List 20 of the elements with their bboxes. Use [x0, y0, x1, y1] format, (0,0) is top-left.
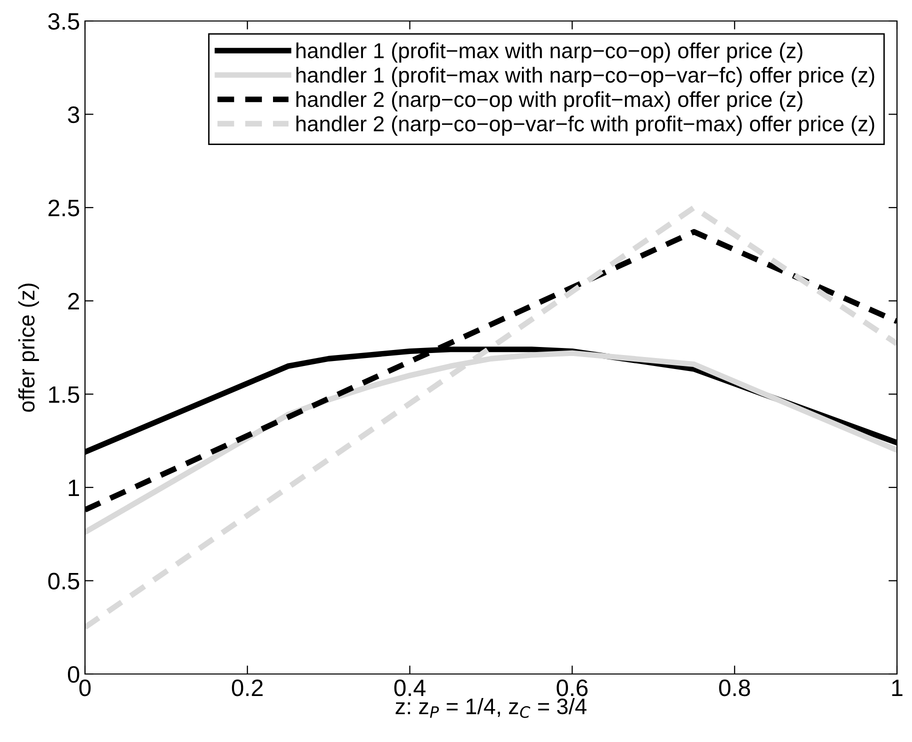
- x-tick-label: 0.2: [232, 679, 263, 696]
- legend-label: handler 2 (narp−co−op with profit−max) offer price (z): [296, 91, 802, 112]
- x-tick-label: 0.4: [394, 679, 426, 696]
- y-tick-label: 2: [68, 292, 79, 310]
- legend-label: handler 2 (narp−co−op−var−fc with profit−max) offer price (z): [296, 116, 874, 136]
- y-tick-label: 2.5: [48, 200, 80, 216]
- x-axis-title: z: z$_{P}$ = 1/4, z$_{C}$ = 3/4: [396, 698, 586, 718]
- y-tick-label: 1.5: [49, 386, 80, 403]
- y-tick-label: 3: [68, 106, 80, 124]
- y-axis-title: offer price (z): [18, 284, 39, 412]
- x-tick-label: 0.6: [556, 679, 588, 696]
- y-tick-label: 1: [68, 480, 79, 496]
- legend-label: handler 1 (profit−max with narp−co−op−var−fc) offer price (z): [296, 66, 874, 87]
- x-tick-label: 0: [79, 679, 91, 696]
- x-tick-label: 0.8: [719, 679, 750, 696]
- x-tick-label: 1: [892, 680, 902, 696]
- y-tick-label: 0.5: [48, 572, 80, 590]
- y-tick-label: 0: [68, 666, 80, 683]
- y-tick-label: 3.5: [48, 13, 80, 30]
- legend-label: handler 1 (profit−max with narp−co−op) offer price (z): [296, 42, 802, 63]
